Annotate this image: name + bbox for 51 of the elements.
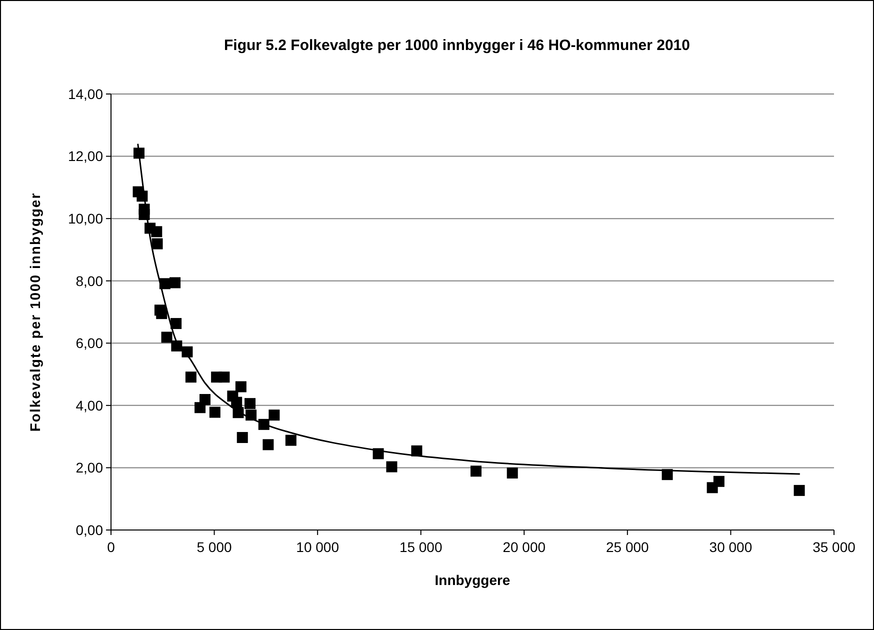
point xyxy=(218,372,230,383)
point xyxy=(268,410,280,421)
y-tick-label: 8,00 xyxy=(76,272,104,289)
point xyxy=(794,484,805,496)
point xyxy=(185,372,196,383)
point xyxy=(262,439,274,450)
x-tick-label: 5 000 xyxy=(196,539,232,555)
point xyxy=(258,418,270,430)
point xyxy=(232,407,244,418)
point xyxy=(246,410,257,421)
y-tick-label: 0,00 xyxy=(76,522,104,538)
point xyxy=(209,406,220,418)
chart-title: Figur 5.2 Folkevalgte per 1000 innbygger i 46 HO-kommuner 2010 xyxy=(224,37,690,54)
x-tick-label: 15 000 xyxy=(399,539,442,555)
y-axis-title: Folkevalgte per 1000 innbygger xyxy=(27,192,43,432)
y-tick-label: 10,00 xyxy=(68,210,104,226)
point xyxy=(372,448,384,460)
y-tick-label: 4,00 xyxy=(76,397,104,414)
point xyxy=(170,318,182,330)
point xyxy=(133,148,144,159)
x-tick-label: 30 000 xyxy=(709,539,752,555)
x-tick-label: 25 000 xyxy=(606,539,650,555)
point xyxy=(156,308,168,320)
x-tick-label: 10 000 xyxy=(296,539,340,555)
point xyxy=(159,278,170,290)
point xyxy=(411,445,422,456)
y-tick-label: 14,00 xyxy=(68,86,104,102)
point xyxy=(171,340,182,352)
point xyxy=(161,332,172,343)
point xyxy=(182,346,193,358)
x-tick-label: 20 000 xyxy=(502,539,546,555)
point xyxy=(138,209,150,220)
point xyxy=(470,466,482,477)
point xyxy=(713,476,724,487)
point xyxy=(170,277,181,288)
point xyxy=(194,402,206,414)
point xyxy=(151,226,162,238)
point xyxy=(152,238,163,250)
point xyxy=(386,461,398,472)
y-tick-label: 2,00 xyxy=(76,460,104,476)
point xyxy=(235,381,246,392)
point xyxy=(236,432,248,444)
point xyxy=(662,469,673,480)
point xyxy=(506,468,518,479)
x-tick-label: 35 000 xyxy=(812,539,856,555)
point xyxy=(285,434,296,446)
point xyxy=(244,398,256,410)
y-tick-label: 6,00 xyxy=(76,335,104,352)
y-tick-label: 12,00 xyxy=(68,148,104,164)
x-axis-title: Innbyggere xyxy=(434,572,510,588)
x-tick-label: 0 xyxy=(107,539,116,555)
